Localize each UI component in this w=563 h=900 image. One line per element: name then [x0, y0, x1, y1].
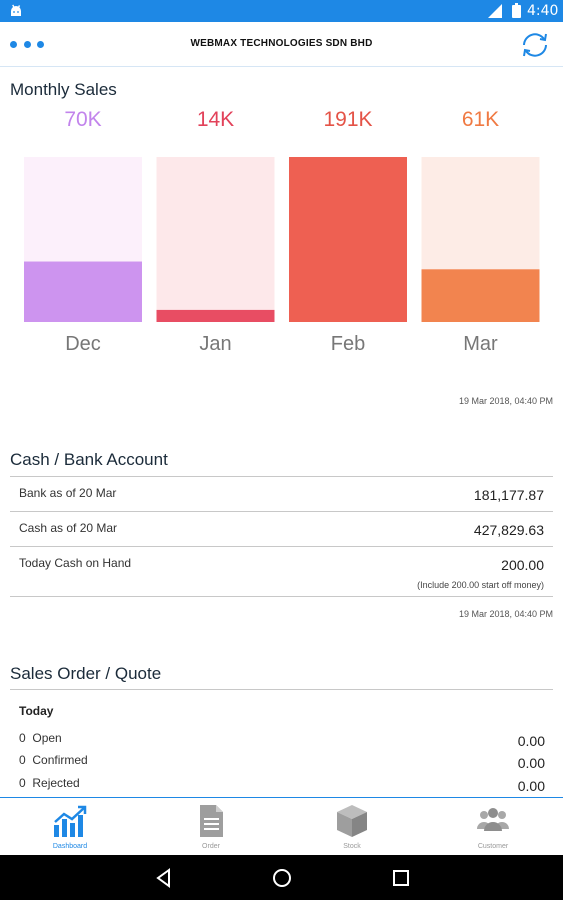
bar-jan[interactable] — [156, 309, 275, 322]
row-label: Bank as of 20 Mar — [19, 486, 117, 500]
status-bar: 4:40 — [0, 0, 563, 22]
list-item-status: Rejected — [32, 776, 80, 790]
tab-label: Stock — [343, 843, 361, 850]
status-time: 4:40 — [527, 3, 559, 19]
table-row[interactable]: Cash as of 20 Mar 427,829.63 — [10, 512, 553, 547]
tab-stock[interactable]: Stock — [282, 798, 422, 856]
row-label: Today Cash on Hand — [19, 556, 132, 570]
list-item[interactable]: 0 Confirmed 0.00 — [19, 753, 545, 773]
monthly-sales-timestamp: 19 Mar 2018, 04:40 PM — [458, 396, 553, 406]
list-item-status: Confirmed — [32, 753, 88, 767]
row-value: 427,829.63 — [473, 522, 544, 538]
chart-icon — [54, 805, 87, 837]
monthly-sales-chart: 70K Dec 14K Jan 191K Feb 61K Mar — [0, 100, 563, 370]
row-value: 181,177.87 — [473, 487, 544, 503]
cash-bank-heading: Cash / Bank Account — [10, 450, 168, 469]
cash-bank-table: Bank as of 20 Mar 181,177.87 Cash as of … — [10, 476, 553, 597]
tab-label: Dashboard — [52, 843, 88, 850]
tab-label: Order — [202, 843, 220, 850]
bar-category-label: Feb — [331, 333, 365, 355]
bar-category-label: Jan — [199, 333, 231, 355]
list-item[interactable]: 0 Rejected 0.00 — [19, 776, 545, 796]
list-item-label: 0 Open — [19, 731, 62, 745]
bar-value-label: 14K — [197, 108, 234, 131]
tab-dashboard[interactable]: Dashboard — [0, 798, 140, 856]
list-item-value: 0.00 — [517, 755, 545, 771]
row-note: (Include 200.00 start off money) — [417, 580, 544, 590]
battery-icon — [512, 3, 521, 18]
tab-order[interactable]: Order — [141, 798, 281, 856]
divider — [10, 689, 553, 690]
tab-customer[interactable]: Customer — [423, 798, 563, 856]
cash-bank-timestamp: 19 Mar 2018, 04:40 PM — [458, 609, 553, 619]
table-row[interactable]: Bank as of 20 Mar 181,177.87 — [10, 477, 553, 512]
home-icon[interactable] — [271, 867, 293, 889]
app-bar: WEBMAX TECHNOLOGIES SDN BHD — [0, 22, 563, 67]
tab-label: Customer — [477, 843, 509, 850]
monthly-sales-svg: 70K Dec 14K Jan 191K Feb 61K Mar — [24, 108, 540, 355]
bar-value-label: 61K — [462, 108, 499, 131]
monthly-sales-heading: Monthly Sales — [10, 80, 117, 99]
system-nav-bar — [0, 855, 563, 900]
document-icon — [200, 805, 223, 837]
signal-icon — [488, 4, 502, 18]
box-icon — [337, 805, 367, 837]
list-item-label: 0 Confirmed — [19, 753, 88, 767]
list-item-count: 0 — [19, 753, 26, 767]
bottom-tab-bar: Dashboard Order Stock Customer — [0, 797, 563, 855]
menu-dots-icon[interactable] — [10, 41, 44, 49]
list-item-value: 0.00 — [517, 778, 545, 794]
app-title: WEBMAX TECHNOLOGIES SDN BHD — [190, 38, 373, 49]
list-item[interactable]: 0 Open 0.00 — [19, 731, 545, 751]
sales-order-heading: Sales Order / Quote — [10, 664, 162, 683]
list-item-value: 0.00 — [517, 733, 545, 749]
bar-category-label: Mar — [463, 333, 498, 355]
bar-value-label: 70K — [64, 108, 101, 131]
table-row[interactable]: Today Cash on Hand 200.00 (Include 200.0… — [10, 547, 553, 597]
refresh-icon[interactable] — [518, 28, 552, 62]
sales-order-period: Today — [19, 704, 54, 718]
recents-icon[interactable] — [390, 867, 412, 889]
bar-category-label: Dec — [65, 333, 101, 355]
bar-value-label: 191K — [323, 108, 372, 131]
list-item-count: 0 — [19, 776, 26, 790]
list-item-status: Open — [32, 731, 62, 745]
row-value: 200.00 — [501, 557, 544, 573]
list-item-count: 0 — [19, 731, 26, 745]
bar-dec[interactable] — [24, 261, 142, 322]
bar-mar[interactable] — [421, 269, 540, 322]
row-label: Cash as of 20 Mar — [19, 521, 118, 535]
back-icon[interactable] — [153, 867, 175, 889]
list-item-label: 0 Rejected — [19, 776, 80, 790]
people-icon — [477, 808, 509, 831]
android-notification-icon — [11, 4, 21, 16]
bar-feb[interactable] — [289, 157, 407, 322]
bar-track — [156, 157, 275, 322]
